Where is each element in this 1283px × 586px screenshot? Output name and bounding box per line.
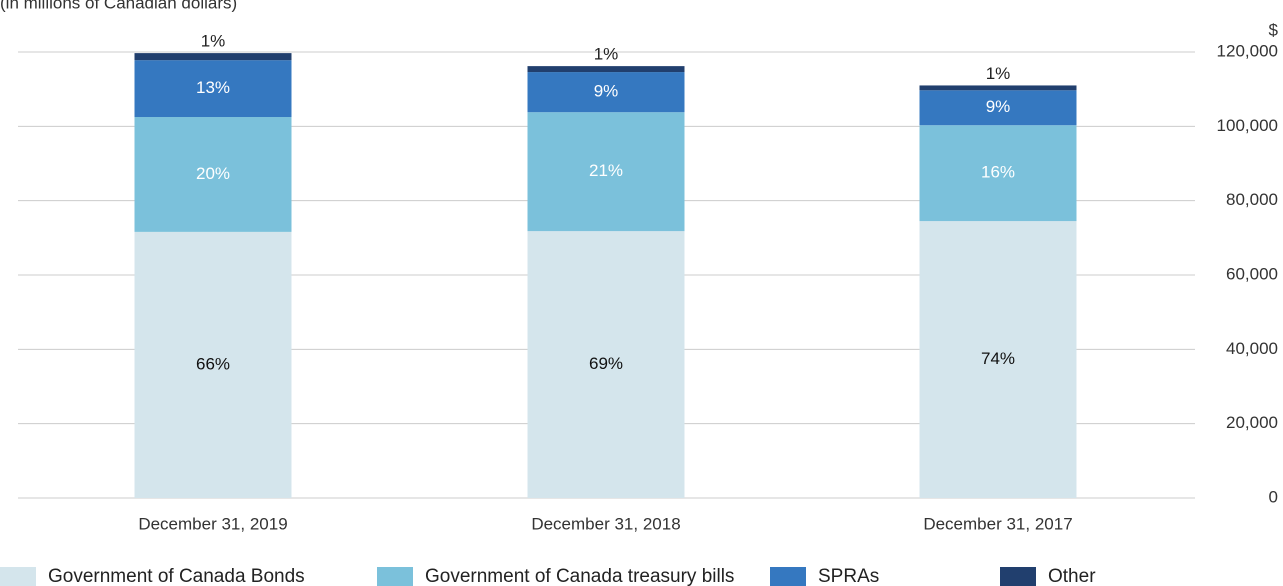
bar-segment	[134, 53, 292, 61]
data-label: 1%	[201, 32, 226, 51]
x-tick-label: December 31, 2017	[923, 514, 1072, 533]
bar-segment	[527, 66, 685, 73]
bar-segment	[919, 85, 1077, 91]
legend-label: Other	[1048, 566, 1096, 586]
data-label: 13%	[196, 78, 230, 97]
data-label: 69%	[589, 354, 623, 373]
bar-segment	[134, 231, 292, 499]
y-tick-label: 20,000	[1226, 413, 1278, 432]
data-label: 20%	[196, 164, 230, 183]
data-label: 74%	[981, 349, 1015, 368]
x-tick-label: December 31, 2018	[531, 514, 680, 533]
bar-segment	[527, 72, 685, 113]
legend-swatch	[770, 567, 806, 586]
legend-label: SPRAs	[818, 566, 879, 586]
subtitle: (in millions of Canadian dollars)	[0, 0, 237, 12]
data-label: 66%	[196, 354, 230, 373]
y-tick-label: 120,000	[1217, 41, 1278, 60]
legend-swatch	[377, 567, 413, 586]
bar-segment	[527, 231, 685, 499]
data-label: 1%	[594, 45, 619, 64]
data-label: 1%	[986, 64, 1011, 83]
legend-label: Government of Canada treasury bills	[425, 566, 734, 586]
bar-segment	[919, 90, 1077, 126]
y-tick-label: 100,000	[1217, 116, 1278, 135]
legend-swatch	[1000, 567, 1036, 586]
y-tick-label: 0	[1269, 487, 1278, 506]
data-label: 16%	[981, 163, 1015, 182]
bar-segment	[919, 125, 1077, 222]
y-tick-label: 60,000	[1226, 264, 1278, 283]
bar-segment	[134, 60, 292, 118]
bar-segment	[527, 112, 685, 232]
legend-label: Government of Canada Bonds	[48, 566, 305, 586]
data-label: 9%	[986, 97, 1011, 116]
y-tick-label: 40,000	[1226, 339, 1278, 358]
y-tick-label: 80,000	[1226, 190, 1278, 209]
bar-segment	[919, 221, 1077, 498]
data-label: 21%	[589, 161, 623, 180]
legend-swatch	[0, 567, 36, 586]
bar-segment	[134, 117, 292, 232]
x-tick-label: December 31, 2019	[138, 514, 287, 533]
data-label: 9%	[594, 82, 619, 101]
y-unit: $	[1269, 20, 1279, 39]
